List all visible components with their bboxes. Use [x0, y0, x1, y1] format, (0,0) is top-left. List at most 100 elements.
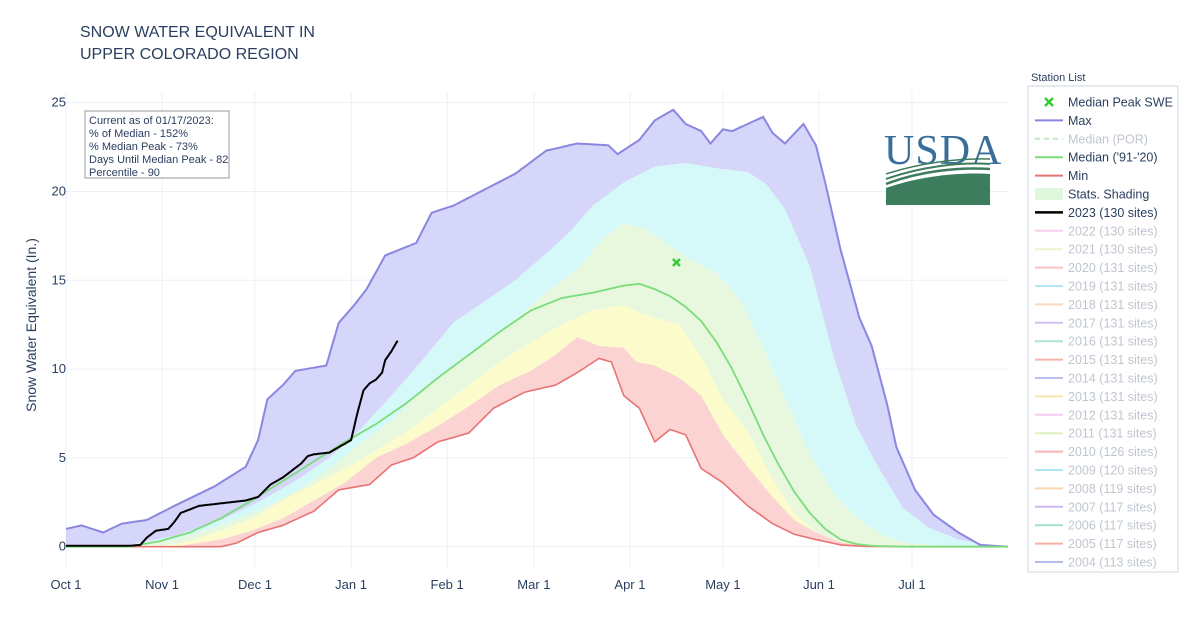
legend-label-25: 2004 (113 sites) — [1068, 556, 1157, 570]
band-max-90 — [66, 109, 1008, 547]
legend-item-22[interactable]: 2007 (117 sites) — [1035, 500, 1157, 514]
usda-logo-field — [886, 173, 990, 205]
legend-label-12: 2017 (131 sites) — [1068, 316, 1158, 330]
legend-label-2: Median (POR) — [1068, 132, 1148, 146]
y-axis: 0 5 10 15 20 25 — [52, 95, 66, 554]
chart-title: SNOW WATER EQUIVALENT IN UPPER COLORADO … — [80, 24, 315, 63]
usda-logo-stripe-3 — [885, 158, 991, 175]
legend-label-18: 2011 (131 sites) — [1068, 427, 1157, 441]
legend-label-21: 2008 (119 sites) — [1068, 482, 1157, 496]
x-tick-label-0: Oct 1 — [50, 577, 81, 592]
annotation-line-1: % of Median - 152% — [89, 128, 188, 140]
legend-item-12[interactable]: 2017 (131 sites) — [1035, 316, 1158, 330]
legend-item-21[interactable]: 2008 (119 sites) — [1035, 482, 1157, 496]
band-90-70 — [66, 163, 1008, 547]
legend-label-23: 2006 (117 sites) — [1068, 519, 1157, 533]
usda-logo-stripe-2 — [885, 162, 991, 180]
status-annotation: Current as of 01/17/2023:% of Median - 1… — [84, 110, 230, 179]
legend-item-25[interactable]: 2004 (113 sites) — [1035, 556, 1157, 570]
legend-label-14: 2015 (131 sites) — [1068, 353, 1158, 367]
min-line — [66, 357, 1008, 548]
legend-item-13[interactable]: 2016 (131 sites) — [1035, 335, 1158, 349]
legend-label-20: 2009 (120 sites) — [1068, 464, 1158, 478]
y-axis-label: Snow Water Equivalent (In.) — [23, 238, 39, 412]
annotation-line-4: Percentile - 90 — [89, 167, 160, 179]
annotation-line-0: Current as of 01/17/2023: — [89, 115, 214, 127]
legend-label-5: Stats. Shading — [1068, 188, 1149, 202]
legend-item-19[interactable]: 2010 (126 sites) — [1035, 445, 1158, 459]
y-tick-label-0: 0 — [59, 539, 66, 554]
legend-item-15[interactable]: 2014 (131 sites) — [1035, 372, 1158, 386]
legend-item-16[interactable]: 2013 (131 sites) — [1035, 390, 1158, 404]
legend-item-9[interactable]: 2020 (131 sites) — [1035, 261, 1158, 275]
legend-item-17[interactable]: 2012 (131 sites) — [1035, 408, 1158, 422]
legend-label-15: 2014 (131 sites) — [1068, 372, 1158, 386]
legend-item-8[interactable]: 2021 (130 sites) — [1035, 243, 1158, 257]
x-tick-label-9: Jul 1 — [898, 577, 925, 592]
legend-box — [1027, 85, 1179, 573]
y-tick-label-1: 5 — [59, 450, 66, 465]
legend-item-10[interactable]: 2019 (131 sites) — [1035, 280, 1158, 294]
y-tick-label-5: 25 — [52, 95, 66, 110]
legend-item-20[interactable]: 2009 (120 sites) — [1035, 464, 1158, 478]
legend-item-5[interactable]: Stats. Shading — [1035, 188, 1149, 202]
y-tick-label-3: 15 — [52, 272, 66, 287]
series-2023-line — [66, 340, 399, 547]
legend-label-16: 2013 (131 sites) — [1068, 390, 1158, 404]
y-tick-label-2: 10 — [52, 361, 66, 376]
legend-item-2[interactable]: Median (POR) — [1035, 132, 1148, 146]
legend-title: Station List — [1031, 72, 1085, 84]
legend-label-11: 2018 (131 sites) — [1068, 298, 1158, 312]
band-30-10 — [66, 305, 1008, 547]
legend-label-9: 2020 (131 sites) — [1068, 261, 1158, 275]
x-tick-label-3: Jan 1 — [335, 577, 367, 592]
x-tick-label-8: Jun 1 — [803, 577, 835, 592]
title-line-1: SNOW WATER EQUIVALENT IN — [80, 24, 315, 41]
legend-label-24: 2005 (117 sites) — [1068, 537, 1157, 551]
legend-item-24[interactable]: 2005 (117 sites) — [1035, 537, 1157, 551]
max-line — [65, 108, 1009, 548]
legend-item-4[interactable]: Min — [1035, 169, 1088, 183]
legend-label-17: 2012 (131 sites) — [1068, 408, 1158, 422]
legend-item-14[interactable]: 2015 (131 sites) — [1035, 353, 1158, 367]
legend-label-8: 2021 (130 sites) — [1068, 243, 1158, 257]
legend-item-23[interactable]: 2006 (117 sites) — [1035, 519, 1157, 533]
legend-label-1: Max — [1068, 114, 1092, 128]
y-tick-label-4: 20 — [52, 183, 66, 198]
legend-label-13: 2016 (131 sites) — [1068, 335, 1158, 349]
legend: Station List Median Peak SWE Max Median (P… — [1027, 72, 1179, 573]
legend-item-1[interactable]: Max — [1035, 114, 1092, 128]
x-tick-label-7: May 1 — [705, 577, 740, 592]
legend-label-7: 2022 (130 sites) — [1068, 224, 1158, 238]
legend-label-0: Median Peak SWE — [1068, 96, 1173, 110]
x-tick-label-4: Feb 1 — [431, 577, 464, 592]
legend-label-3: Median ('91-'20) — [1068, 151, 1158, 165]
legend-item-6[interactable]: 2023 (130 sites) — [1035, 206, 1158, 220]
usda-logo: USDA — [884, 128, 1002, 205]
legend-item-18[interactable]: 2011 (131 sites) — [1035, 427, 1157, 441]
title-line-2: UPPER COLORADO REGION — [80, 46, 299, 63]
legend-item-11[interactable]: 2018 (131 sites) — [1035, 298, 1158, 312]
median-peak-marker — [672, 258, 681, 267]
series-lines — [65, 108, 1009, 548]
x-tick-label-6: Apr 1 — [614, 577, 645, 592]
annotation-line-3: Days Until Median Peak - 82 — [89, 154, 228, 166]
legend-item-3[interactable]: Median ('91-'20) — [1035, 151, 1158, 165]
legend-label-6: 2023 (130 sites) — [1068, 206, 1158, 220]
legend-label-4: Min — [1068, 169, 1088, 183]
usda-logo-stripe-1 — [885, 167, 991, 186]
legend-item-0[interactable]: Median Peak SWE — [1044, 96, 1173, 110]
x-tick-label-1: Nov 1 — [145, 577, 179, 592]
usda-logo-text: USDA — [884, 128, 1002, 174]
x-tick-label-5: Mar 1 — [517, 577, 550, 592]
annotation-box — [84, 110, 230, 179]
legend-label-10: 2019 (131 sites) — [1068, 280, 1158, 294]
legend-label-22: 2007 (117 sites) — [1068, 500, 1157, 514]
annotation-line-2: % Median Peak - 73% — [89, 141, 198, 153]
legend-label-19: 2010 (126 sites) — [1068, 445, 1158, 459]
x-tick-label-2: Dec 1 — [238, 577, 272, 592]
stat-bands — [66, 109, 1008, 547]
median-line — [66, 282, 1008, 548]
legend-item-7[interactable]: 2022 (130 sites) — [1035, 224, 1158, 238]
